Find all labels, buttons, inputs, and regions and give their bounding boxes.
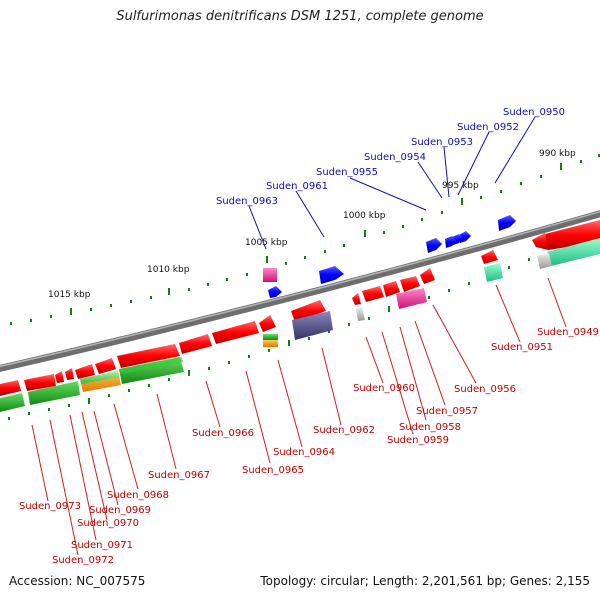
cog-box-0963 [263,268,277,282]
gene-suden-0965 [212,321,259,344]
label-suden-0971: Suden_0971 [71,540,133,551]
label-suden-0972: Suden_0972 [52,555,114,566]
gene-suden-0961 [319,266,344,284]
figure-title: Sulfurimonas denitrificans DSM 1251, com… [116,9,484,24]
scale-label-1010: 1010 kbp [147,265,190,275]
gene-suden-0958 [383,281,400,297]
gene-suden-0966 [179,334,212,354]
gene-suden-0971 [55,371,64,383]
label-suden-0969: Suden_0969 [89,505,151,516]
label-suden-0962: Suden_0962 [313,425,375,436]
scale-labels: 990 kbp 995 kbp 1000 kbp 1005 kbp 1010 k… [48,149,576,300]
gene-suden-0954 [445,236,457,248]
label-suden-0949: Suden_0949 [537,327,599,338]
gene-suden-0973 [0,380,21,396]
gene-suden-0970 [65,368,74,380]
label-suden-0966: Suden_0966 [192,428,254,439]
label-suden-0957: Suden_0957 [416,406,478,417]
gene-suden-0962 [291,300,326,322]
label-suden-0973: Suden_0973 [19,501,81,512]
gene-suden-0951 [481,250,498,264]
label-suden-0968: Suden_0968 [107,490,169,501]
outer-scale-ticks [10,154,600,325]
inner-gene-labels: Suden_0949 Suden_0951 Suden_0956 Suden_0… [19,327,599,566]
label-suden-0960: Suden_0960 [353,383,415,394]
gene-suden-0967 [117,344,180,368]
genome-backbone [0,210,600,373]
gene-suden-0949b [532,233,548,250]
gene-suden-0956 [420,268,435,284]
label-suden-0951: Suden_0951 [491,342,553,353]
topology-text: Topology: circular; Length: 2,201,561 bp… [260,574,590,588]
gene-suden-0964 [259,315,276,332]
scale-label-1015: 1015 kbp [48,290,91,300]
label-suden-0963: Suden_0963 [216,196,278,207]
inner-leader-lines [31,277,567,556]
gene-suden-0972 [24,374,56,391]
outer-gene-labels: Suden_0950 Suden_0952 Suden_0953 Suden_0… [216,107,565,207]
label-suden-0965: Suden_0965 [242,465,304,476]
gene-suden-0950 [498,215,516,231]
label-suden-0970: Suden_0970 [77,518,139,529]
label-suden-0953: Suden_0953 [411,137,473,148]
scale-label-1005: 1005 kbp [245,238,288,248]
outer-leader-lines [248,116,536,250]
accession-text: Accession: NC_007575 [9,574,146,588]
label-suden-0961: Suden_0961 [266,181,328,192]
label-suden-0954: Suden_0954 [364,152,426,163]
label-suden-0958: Suden_0958 [399,422,461,433]
reverse-strand-genes [263,215,516,298]
label-suden-0964: Suden_0964 [273,447,335,458]
gene-suden-0955 [426,238,442,253]
label-suden-0956: Suden_0956 [454,384,516,395]
gene-suden-0960 [352,293,361,305]
scale-label-995: 995 kbp [442,181,479,191]
scale-label-990: 990 kbp [539,149,576,159]
label-suden-0955: Suden_0955 [316,167,378,178]
scale-label-1000: 1000 kbp [343,211,386,221]
label-suden-0950: Suden_0950 [503,107,565,118]
gene-suden-0968 [95,358,116,374]
gene-suden-0959 [362,286,384,302]
forward-strand-genes [0,220,600,396]
cog-function-track [0,238,600,412]
label-suden-0967: Suden_0967 [148,470,210,481]
gene-suden-0963 [268,286,282,298]
label-suden-0952: Suden_0952 [457,122,519,133]
gene-suden-0957 [400,276,420,292]
gene-suden-0969 [75,364,95,379]
label-suden-0959: Suden_0959 [387,435,449,446]
